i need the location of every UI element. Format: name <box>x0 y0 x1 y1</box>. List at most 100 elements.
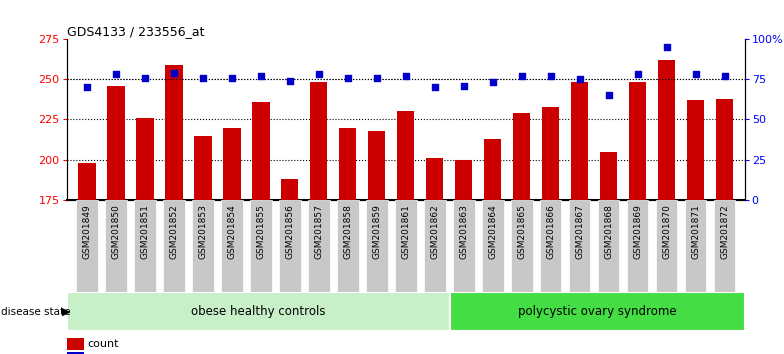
Point <box>660 44 673 50</box>
Bar <box>542 107 559 200</box>
Text: GSM201852: GSM201852 <box>169 205 179 259</box>
FancyBboxPatch shape <box>192 200 214 292</box>
FancyBboxPatch shape <box>76 200 98 292</box>
Point <box>428 85 441 90</box>
Bar <box>107 86 125 200</box>
Text: GSM201849: GSM201849 <box>82 205 92 259</box>
Point <box>457 83 470 88</box>
Point <box>718 73 731 79</box>
FancyBboxPatch shape <box>366 200 387 292</box>
Bar <box>629 82 646 200</box>
FancyBboxPatch shape <box>395 200 416 292</box>
Point <box>197 75 209 80</box>
Bar <box>687 100 704 200</box>
Point <box>689 72 702 77</box>
Text: GDS4133 / 233556_at: GDS4133 / 233556_at <box>67 25 204 38</box>
FancyBboxPatch shape <box>655 200 677 292</box>
Point <box>110 72 122 77</box>
Bar <box>310 82 328 200</box>
FancyBboxPatch shape <box>684 200 706 292</box>
Bar <box>571 82 588 200</box>
Text: disease state: disease state <box>1 307 71 316</box>
Bar <box>339 127 357 200</box>
Bar <box>78 163 96 200</box>
Text: GSM201862: GSM201862 <box>430 205 439 259</box>
FancyBboxPatch shape <box>250 200 272 292</box>
FancyBboxPatch shape <box>511 200 532 292</box>
Text: ▶: ▶ <box>62 307 71 316</box>
Text: GSM201867: GSM201867 <box>575 205 584 259</box>
Text: GSM201861: GSM201861 <box>401 205 410 259</box>
Point <box>544 73 557 79</box>
Point <box>399 73 412 79</box>
Bar <box>397 112 415 200</box>
Text: GSM201854: GSM201854 <box>227 205 236 259</box>
Text: polycystic ovary syndrome: polycystic ovary syndrome <box>518 305 677 318</box>
Text: count: count <box>88 339 119 349</box>
FancyBboxPatch shape <box>597 200 619 292</box>
FancyBboxPatch shape <box>424 200 445 292</box>
Point <box>602 92 615 98</box>
FancyBboxPatch shape <box>539 200 561 292</box>
Text: GSM201856: GSM201856 <box>285 205 294 259</box>
Text: GSM201857: GSM201857 <box>314 205 323 259</box>
Bar <box>600 152 617 200</box>
FancyBboxPatch shape <box>134 200 156 292</box>
FancyBboxPatch shape <box>626 200 648 292</box>
Text: GSM201871: GSM201871 <box>691 205 700 259</box>
FancyBboxPatch shape <box>279 200 300 292</box>
Text: GSM201863: GSM201863 <box>459 205 468 259</box>
Bar <box>194 136 212 200</box>
Point <box>342 75 354 80</box>
FancyBboxPatch shape <box>450 292 745 331</box>
Point <box>371 75 383 80</box>
Bar <box>658 60 675 200</box>
FancyBboxPatch shape <box>713 200 735 292</box>
Text: GSM201869: GSM201869 <box>633 205 642 259</box>
Point <box>255 73 267 79</box>
Text: GSM201858: GSM201858 <box>343 205 352 259</box>
Point <box>168 70 180 76</box>
Point <box>631 72 644 77</box>
FancyBboxPatch shape <box>568 200 590 292</box>
Text: GSM201870: GSM201870 <box>662 205 671 259</box>
Text: GSM201865: GSM201865 <box>517 205 526 259</box>
FancyBboxPatch shape <box>482 200 503 292</box>
Bar <box>223 127 241 200</box>
Text: GSM201851: GSM201851 <box>140 205 150 259</box>
Point <box>139 75 151 80</box>
Text: GSM201855: GSM201855 <box>256 205 265 259</box>
FancyBboxPatch shape <box>105 200 127 292</box>
Bar <box>455 160 473 200</box>
Text: GSM201866: GSM201866 <box>546 205 555 259</box>
FancyBboxPatch shape <box>163 200 185 292</box>
Point <box>515 73 528 79</box>
Point <box>313 72 325 77</box>
Text: obese healthy controls: obese healthy controls <box>191 305 325 318</box>
Point <box>226 75 238 80</box>
Point <box>486 80 499 85</box>
Point <box>284 78 296 84</box>
Bar <box>165 65 183 200</box>
Bar <box>484 139 501 200</box>
FancyBboxPatch shape <box>308 200 329 292</box>
Bar <box>136 118 154 200</box>
FancyBboxPatch shape <box>221 200 243 292</box>
Text: GSM201868: GSM201868 <box>604 205 613 259</box>
Bar <box>513 113 530 200</box>
FancyBboxPatch shape <box>67 292 450 331</box>
Bar <box>368 131 386 200</box>
Text: GSM201864: GSM201864 <box>488 205 497 259</box>
Bar <box>716 98 733 200</box>
Point <box>81 85 93 90</box>
Text: GSM201872: GSM201872 <box>720 205 729 259</box>
Point <box>573 76 586 82</box>
Bar <box>252 102 270 200</box>
Text: GSM201853: GSM201853 <box>198 205 207 259</box>
FancyBboxPatch shape <box>337 200 358 292</box>
FancyBboxPatch shape <box>453 200 474 292</box>
Text: GSM201850: GSM201850 <box>111 205 121 259</box>
Bar <box>426 158 444 200</box>
Bar <box>281 179 299 200</box>
Text: GSM201859: GSM201859 <box>372 205 381 259</box>
